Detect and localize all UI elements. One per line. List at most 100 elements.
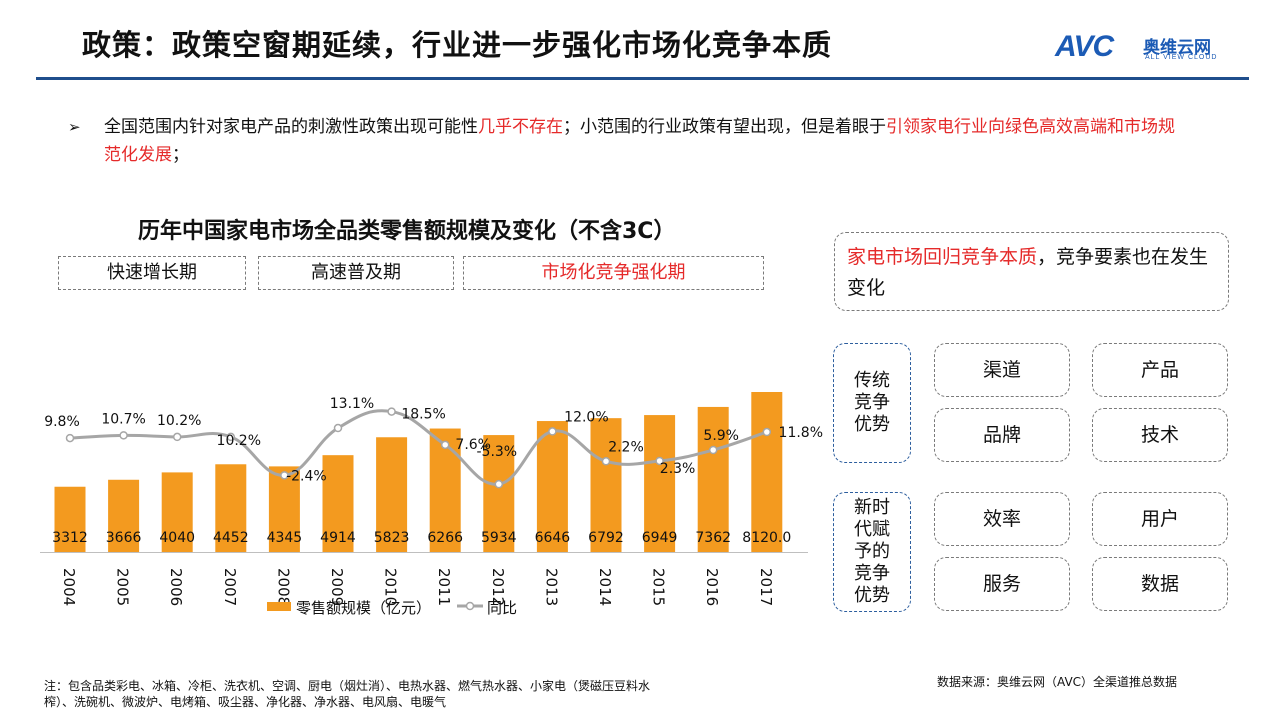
bar-2016 — [697, 406, 729, 552]
yoy-point-2017 — [762, 427, 772, 437]
page-title: 政策：政策空窗期延续，行业进一步强化市场化竞争本质 — [82, 28, 833, 62]
yoy-point-2008 — [280, 471, 289, 480]
yoy-point-2014 — [601, 457, 611, 466]
logo-cn-text: 奥维云网 — [1143, 38, 1211, 58]
new-era-advantage-label: 新时代赋予的竞争优势 — [833, 492, 911, 612]
factor-data: 数据 — [1092, 557, 1228, 611]
bar-2011 — [429, 428, 461, 552]
bar-value-label-2011: 6266 — [427, 530, 463, 546]
competition-callout: 家电市场回归竞争本质，竞争要素也在发生变化 — [834, 232, 1229, 311]
bullet-highlight-2: 引领家电行业向绿色高效高端和市场规范化发展 — [104, 117, 1175, 165]
yoy-point-2009 — [333, 423, 343, 433]
legend-line-label: 同比 — [487, 599, 517, 617]
x-tick-2008: 2008 — [274, 568, 292, 606]
yoy-point-2007 — [226, 432, 236, 442]
x-tick-2013: 2013 — [542, 568, 560, 606]
yoy-label-2014: 2.2% — [608, 439, 644, 455]
bar-value-label-2007: 4452 — [213, 530, 249, 546]
bar-2006 — [161, 472, 193, 552]
bar-2015 — [644, 415, 676, 552]
yoy-label-2017: 11.8% — [779, 425, 823, 441]
factor-technology: 技术 — [1092, 408, 1228, 462]
footnote: 注：包含品类彩电、冰箱、冷柜、洗衣机、空调、厨电（烟灶消）、电热水器、燃气热水器… — [44, 679, 651, 709]
bar-2004 — [54, 486, 86, 552]
yoy-point-2011 — [440, 440, 450, 450]
legend-bar-label: 零售额规模（亿元） — [296, 599, 431, 617]
bar-value-label-2017: 8120.0 — [742, 530, 791, 546]
x-tick-2005: 2005 — [114, 568, 132, 606]
bullet-highlight-1: 几乎不存在 — [478, 117, 563, 137]
yoy-label-2007: 10.2% — [217, 433, 261, 449]
yoy-label-2005: 10.7% — [101, 411, 145, 427]
bar-value-label-2004: 3312 — [52, 530, 88, 546]
new-era-advantage-text: 新时代赋予的竞争优势 — [854, 497, 890, 606]
yoy-label-2016: 5.9% — [703, 428, 739, 444]
logo-en-text: ALL VIEW CLOUD — [1145, 54, 1218, 61]
x-tick-2017: 2017 — [757, 568, 775, 606]
x-tick-2004: 2004 — [60, 568, 78, 606]
yoy-point-2015 — [655, 456, 664, 466]
traditional-advantage-text: 传统竞争优势 — [854, 370, 890, 435]
bar-value-label-2009: 4914 — [320, 530, 356, 546]
bar-2009 — [322, 455, 354, 552]
yoy-point-2012 — [494, 479, 504, 489]
bar-value-label-2015: 6949 — [642, 530, 678, 546]
bar-2013 — [536, 421, 568, 552]
yoy-label-2011: 7.6% — [455, 437, 491, 453]
phase-market-competition: 市场化竞争强化期 — [463, 256, 764, 290]
bar-2007 — [215, 464, 247, 552]
x-tick-2012: 2012 — [489, 568, 507, 606]
factor-channel: 渠道 — [934, 343, 1070, 397]
legend-line-marker — [465, 601, 475, 611]
x-tick-2009: 2009 — [328, 568, 346, 606]
title-divider — [36, 77, 1249, 80]
bullet-text-3: ； — [172, 145, 189, 165]
yoy-growth-line — [69, 409, 768, 486]
yoy-label-2013: 12.0% — [564, 409, 608, 425]
yoy-label-2015: 2.3% — [660, 461, 696, 477]
yoy-point-2010 — [387, 407, 396, 416]
bar-value-label-2008: 4345 — [267, 530, 303, 546]
factor-service: 服务 — [934, 557, 1070, 611]
yoy-label-2006: 10.2% — [157, 413, 201, 429]
bar-2014 — [590, 418, 622, 552]
logo-mark: AVC — [1055, 30, 1114, 63]
x-tick-2011: 2011 — [435, 568, 453, 606]
yoy-point-2016 — [708, 445, 718, 455]
traditional-advantage-label: 传统竞争优势 — [833, 343, 911, 463]
bar-value-label-2012: 5934 — [481, 530, 517, 546]
bar-value-label-2006: 4040 — [159, 530, 195, 546]
x-tick-2016: 2016 — [703, 568, 721, 606]
retail-sales-chart: 3312 3666 4040 4452 4345 4914 5823 6266 5934 6646… — [40, 392, 823, 617]
avc-logo: AVC 奥维云网 ALL VIEW CLOUD — [1055, 30, 1245, 66]
bar-2012 — [483, 435, 515, 552]
x-tick-2010: 2010 — [382, 568, 400, 606]
bar-2010 — [376, 437, 408, 552]
yoy-label-2008: -2.4% — [286, 468, 327, 484]
data-source: 数据来源：奥维云网（AVC）全渠道推总数据 — [937, 675, 1178, 689]
x-tick-2015: 2015 — [650, 568, 668, 606]
x-tick-2007: 2007 — [221, 568, 239, 606]
bar-2005 — [108, 479, 140, 552]
bullet-text-1: 全国范围内针对家电产品的刺激性政策出现可能性 — [104, 117, 478, 137]
x-tick-2006: 2006 — [167, 568, 185, 606]
arrow-bullet-icon: ➢ — [68, 118, 81, 136]
yoy-label-2012: -5.3% — [476, 444, 517, 460]
bar-value-label-2005: 3666 — [106, 530, 142, 546]
factor-user: 用户 — [1092, 492, 1228, 546]
legend-bar-swatch — [267, 602, 291, 611]
yoy-label-2009: 13.1% — [330, 396, 374, 412]
phase-rapid-growth: 快速增长期 — [58, 256, 246, 290]
callout-text: ，竞争要素也在发生变化 — [847, 246, 1209, 299]
callout-highlight: 家电市场回归竞争本质 — [847, 246, 1038, 268]
bullet-text-2: ；小范围的行业政策有望出现，但是着眼于 — [563, 117, 886, 137]
bar-value-label-2013: 6646 — [535, 530, 571, 546]
factor-efficiency: 效率 — [934, 492, 1070, 546]
x-tick-2014: 2014 — [596, 568, 614, 606]
bullet-text: 全国范围内针对家电产品的刺激性政策出现可能性几乎不存在；小范围的行业政策有望出现… — [104, 113, 1184, 169]
yoy-point-2013 — [548, 427, 557, 436]
factor-brand: 品牌 — [934, 408, 1070, 462]
yoy-label-2004: 9.8% — [44, 414, 80, 430]
yoy-point-2006 — [172, 432, 182, 442]
yoy-point-2004 — [65, 433, 75, 443]
